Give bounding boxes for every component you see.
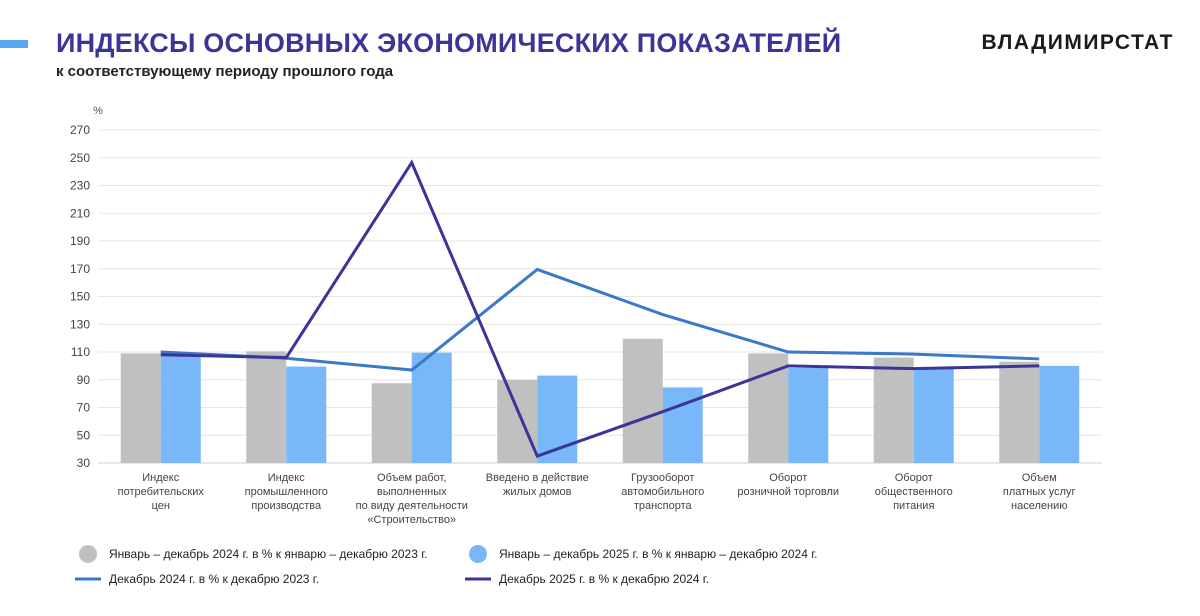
category-label-line: общественного [875,486,953,498]
category-label-1: Индекс потребительских цен [118,472,205,512]
y-tick-label-190: 190 [70,234,90,248]
page-subtitle: к соответствующему периоду прошлого года [56,63,394,80]
bar-series1-cat7 [873,357,914,463]
category-label-line: Объем работ, [377,472,446,484]
category-label-line: розничной торговли [737,486,839,498]
y-tick-label-210: 210 [70,206,90,220]
category-label-3: Объем работ, выполненных по виду деятельно… [356,472,468,526]
y-tick-label-250: 250 [70,151,90,165]
accent-bar [0,40,28,48]
y-tick-label-270: 270 [70,123,90,137]
bar-series1-cat1 [120,353,161,463]
category-label-line: Индекс [268,472,305,484]
y-tick-label-150: 150 [70,290,90,304]
y-tick-label-130: 130 [70,317,90,331]
category-label-line: Оборот [895,472,933,484]
category-label-line: Объем [1022,472,1057,484]
category-label-line: «Строительство» [367,514,456,526]
category-label-line: питания [893,500,934,512]
category-label-6: Оборот розничной торговли [737,472,839,498]
bar-series1-cat4 [497,379,538,463]
y-axis-unit-label: % [93,105,103,117]
bar-series2-cat2 [286,366,327,463]
category-label-line: Введено в действие [486,472,589,484]
y-tick-label-70: 70 [77,401,91,415]
category-label-line: транспорта [634,500,693,512]
legend-marker-series1 [79,545,97,563]
bar-series2-cat6 [788,367,829,463]
y-tick-label-50: 50 [77,428,91,442]
bar-series2-cat1 [160,355,201,463]
bar-series1-cat5 [622,338,663,463]
line-series3 [160,267,1040,372]
category-label-line: Оборот [769,472,807,484]
bar-series2-cat3 [411,352,452,463]
category-label-line: по виду деятельности [356,500,468,512]
bar-series1-cat2 [246,351,287,463]
page-title: ИНДЕКСЫ ОСНОВНЫХ ЭКОНОМИЧЕСКИХ ПОКАЗАТЕЛ… [56,28,842,58]
legend-label-series3: Декабрь 2024 г. в % к декабрю 2023 г. [109,572,319,586]
line-series4 [160,159,1040,458]
bar-series2-cat7 [913,367,954,463]
legend-label-series1: Январь – декабрь 2024 г. в % к январю – … [109,547,427,561]
y-tick-label-90: 90 [77,373,91,387]
bar-series2-cat8 [1039,365,1080,463]
category-label-2: Индекс промышленного производства [245,472,328,512]
y-tick-label-230: 230 [70,179,90,193]
category-label-line: жилых домов [503,486,572,498]
category-label-line: потребительских [118,486,205,498]
category-label-line: производства [251,500,322,512]
category-label-4: Введено в действие жилых домов [486,472,589,498]
category-label-line: населению [1011,500,1067,512]
category-label-7: Оборот общественного питания [875,472,953,512]
y-tick-label-170: 170 [70,262,90,276]
y-tick-label-110: 110 [71,345,90,359]
bar-series1-cat3 [371,383,412,463]
category-label-8: Объем платных услуг населению [1003,472,1076,512]
legend-label-series4: Декабрь 2025 г. в % к декабрю 2024 г. [499,572,709,586]
category-label-5: Грузооборот автомобильного транспорта [621,472,704,512]
category-label-line: выполненных [377,486,447,498]
category-label-line: автомобильного [621,486,704,498]
category-label-line: промышленного [245,486,328,498]
category-label-line: Индекс [142,472,179,484]
legend-marker-series2 [469,545,487,563]
legend-label-series2: Январь – декабрь 2025 г. в % к январю – … [499,547,817,561]
bar-series1-cat6 [748,353,789,463]
y-tick-label-30: 30 [77,456,91,470]
bar-series1-cat8 [999,361,1040,463]
category-label-line: платных услуг [1003,486,1076,498]
category-label-line: цен [152,500,170,512]
category-label-line: Грузооборот [631,472,694,484]
brand-logo: ВЛАДИМИРСТАТ [981,31,1174,54]
